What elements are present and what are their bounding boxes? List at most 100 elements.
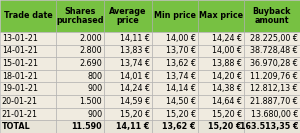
Bar — [56, 70, 104, 82]
Text: 19-01-21: 19-01-21 — [2, 84, 38, 93]
Text: 18-01-21: 18-01-21 — [2, 72, 38, 81]
Bar — [152, 70, 198, 82]
Text: 21-01-21: 21-01-21 — [2, 110, 38, 119]
Bar — [56, 108, 104, 120]
Bar — [56, 45, 104, 57]
Text: 15-01-21: 15-01-21 — [2, 59, 38, 68]
Text: 14,14 €: 14,14 € — [166, 84, 196, 93]
Text: 13,74 €: 13,74 € — [120, 59, 150, 68]
Bar — [244, 45, 300, 57]
Text: 12.812,13 €: 12.812,13 € — [250, 84, 298, 93]
Bar — [56, 95, 104, 108]
Bar — [0, 70, 56, 82]
Text: 163.513,35 €: 163.513,35 € — [240, 122, 298, 131]
Text: 14,11 €: 14,11 € — [116, 122, 150, 131]
Bar — [0, 120, 56, 133]
Bar — [56, 0, 104, 32]
Text: 20-01-21: 20-01-21 — [2, 97, 38, 106]
Bar — [152, 32, 198, 45]
Bar — [0, 45, 56, 57]
Text: 15,20 €: 15,20 € — [166, 110, 196, 119]
Bar — [152, 82, 198, 95]
Text: Buyback
amount: Buyback amount — [253, 7, 291, 25]
Bar — [198, 32, 244, 45]
Bar — [104, 0, 152, 32]
Bar — [198, 120, 244, 133]
Text: 38.728,48 €: 38.728,48 € — [250, 46, 298, 55]
Text: 14-01-21: 14-01-21 — [2, 46, 38, 55]
Bar — [244, 82, 300, 95]
Text: 14,11 €: 14,11 € — [120, 34, 150, 43]
Bar — [104, 82, 152, 95]
Text: TOTAL: TOTAL — [2, 122, 31, 131]
Text: 15,20 €: 15,20 € — [212, 110, 242, 119]
Text: 14,24 €: 14,24 € — [120, 84, 150, 93]
Bar — [104, 57, 152, 70]
Text: 13,62 €: 13,62 € — [166, 59, 196, 68]
Text: 15,20 €: 15,20 € — [208, 122, 242, 131]
Bar — [0, 82, 56, 95]
Text: 14,59 €: 14,59 € — [120, 97, 150, 106]
Text: 13,74 €: 13,74 € — [166, 72, 196, 81]
Text: 2.690: 2.690 — [80, 59, 102, 68]
Text: 13-01-21: 13-01-21 — [2, 34, 38, 43]
Text: 2.000: 2.000 — [80, 34, 102, 43]
Text: 14,20 €: 14,20 € — [212, 72, 242, 81]
Text: 28.225,00 €: 28.225,00 € — [250, 34, 298, 43]
Text: 900: 900 — [87, 84, 102, 93]
Text: 13,88 €: 13,88 € — [212, 59, 242, 68]
Bar — [198, 57, 244, 70]
Bar — [152, 108, 198, 120]
Text: 13,62 €: 13,62 € — [162, 122, 196, 131]
Text: Max price: Max price — [199, 11, 243, 20]
Text: 14,50 €: 14,50 € — [166, 97, 196, 106]
Bar — [244, 120, 300, 133]
Bar — [198, 82, 244, 95]
Text: 14,01 €: 14,01 € — [120, 72, 150, 81]
Bar — [244, 57, 300, 70]
Bar — [152, 120, 198, 133]
Bar — [104, 70, 152, 82]
Text: 13,70 €: 13,70 € — [166, 46, 196, 55]
Bar — [0, 57, 56, 70]
Bar — [244, 32, 300, 45]
Text: 13.680,00 €: 13.680,00 € — [251, 110, 298, 119]
Bar — [152, 45, 198, 57]
Text: 11.209,76 €: 11.209,76 € — [250, 72, 298, 81]
Bar — [244, 0, 300, 32]
Bar — [104, 32, 152, 45]
Text: 13,83 €: 13,83 € — [120, 46, 150, 55]
Bar — [56, 120, 104, 133]
Bar — [104, 95, 152, 108]
Text: 21.887,70 €: 21.887,70 € — [250, 97, 298, 106]
Bar — [104, 45, 152, 57]
Text: Min price: Min price — [154, 11, 196, 20]
Bar — [56, 82, 104, 95]
Bar — [0, 95, 56, 108]
Bar — [56, 57, 104, 70]
Bar — [198, 45, 244, 57]
Text: 1.500: 1.500 — [80, 97, 102, 106]
Text: 900: 900 — [87, 110, 102, 119]
Bar — [244, 95, 300, 108]
Bar — [152, 95, 198, 108]
Bar — [0, 108, 56, 120]
Bar — [198, 95, 244, 108]
Bar — [152, 57, 198, 70]
Bar — [198, 70, 244, 82]
Bar — [244, 108, 300, 120]
Text: 14,38 €: 14,38 € — [212, 84, 242, 93]
Text: 14,24 €: 14,24 € — [212, 34, 242, 43]
Bar — [198, 0, 244, 32]
Text: 2.800: 2.800 — [80, 46, 102, 55]
Bar — [244, 70, 300, 82]
Bar — [56, 32, 104, 45]
Text: 800: 800 — [87, 72, 102, 81]
Text: 14,00 €: 14,00 € — [212, 46, 242, 55]
Text: Trade date: Trade date — [4, 11, 52, 20]
Text: Average
price: Average price — [109, 7, 147, 25]
Text: 14,64 €: 14,64 € — [212, 97, 242, 106]
Text: 36.970,28 €: 36.970,28 € — [250, 59, 298, 68]
Text: 15,20 €: 15,20 € — [120, 110, 150, 119]
Bar — [0, 32, 56, 45]
